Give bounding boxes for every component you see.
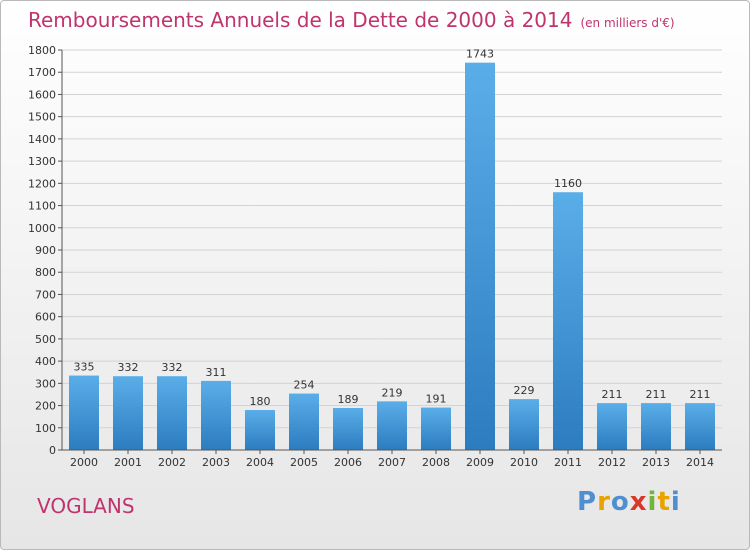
- y-tick-label: 200: [35, 400, 56, 413]
- x-tick-label: 2014: [686, 456, 714, 469]
- x-tick-label: 2006: [334, 456, 362, 469]
- bar-value-label: 229: [514, 384, 535, 397]
- x-tick-label: 2003: [202, 456, 230, 469]
- commune-name: VOGLANS: [37, 494, 135, 518]
- x-tick-label: 2004: [246, 456, 274, 469]
- bar: [69, 375, 99, 450]
- bar-value-label: 211: [646, 388, 667, 401]
- logo-letter: t: [657, 487, 671, 517]
- y-tick-label: 1800: [28, 44, 56, 57]
- bar-value-label: 332: [162, 361, 183, 374]
- bar: [157, 376, 187, 450]
- bar: [465, 62, 495, 451]
- y-tick-label: 400: [35, 355, 56, 368]
- bar-value-label: 189: [338, 393, 359, 406]
- bar-value-label: 211: [690, 388, 711, 401]
- x-tick-label: 2000: [70, 456, 98, 469]
- bar: [245, 410, 275, 450]
- chart-title-text: Remboursements Annuels de la Dette de 20…: [28, 8, 573, 32]
- y-tick-label: 1500: [28, 111, 56, 124]
- x-tick-label: 2011: [554, 456, 582, 469]
- bar: [289, 393, 319, 450]
- logo-letter: o: [610, 487, 630, 517]
- y-tick-label: 0: [49, 444, 56, 457]
- bar-value-label: 1743: [466, 48, 494, 61]
- bar: [113, 376, 143, 450]
- x-tick-label: 2005: [290, 456, 318, 469]
- x-tick-label: 2012: [598, 456, 626, 469]
- x-tick-label: 2013: [642, 456, 670, 469]
- x-tick-label: 2009: [466, 456, 494, 469]
- bar-value-label: 332: [118, 361, 139, 374]
- bar-value-label: 311: [206, 366, 227, 379]
- bar-value-label: 191: [426, 393, 447, 406]
- logo-letter: i: [647, 487, 658, 517]
- bar-value-label: 180: [250, 395, 271, 408]
- bar: [597, 403, 627, 450]
- y-tick-label: 800: [35, 266, 56, 279]
- x-tick-label: 2008: [422, 456, 450, 469]
- bar-value-label: 211: [602, 388, 623, 401]
- bar: [333, 408, 363, 450]
- y-tick-label: 300: [35, 377, 56, 390]
- chart-title: Remboursements Annuels de la Dette de 20…: [28, 8, 675, 32]
- logo-letter: P: [577, 487, 598, 517]
- bar: [421, 407, 451, 450]
- bar: [201, 380, 231, 450]
- x-tick-label: 2010: [510, 456, 538, 469]
- bar-value-label: 254: [294, 379, 315, 392]
- y-tick-label: 1400: [28, 133, 56, 146]
- proxiti-logo: Proxiti: [577, 487, 681, 517]
- unit-note: (en milliers d'€): [580, 16, 675, 30]
- logo-letter: r: [597, 487, 611, 517]
- y-tick-label: 1300: [28, 155, 56, 168]
- bar: [685, 403, 715, 450]
- y-tick-label: 900: [35, 244, 56, 257]
- bar: [553, 192, 583, 450]
- y-tick-label: 1100: [28, 200, 56, 213]
- y-tick-label: 500: [35, 333, 56, 346]
- bar: [641, 403, 671, 450]
- bar: [377, 401, 407, 450]
- logo-letter: x: [629, 487, 648, 517]
- x-tick-label: 2002: [158, 456, 186, 469]
- bar-value-label: 335: [74, 361, 95, 374]
- y-tick-label: 1600: [28, 88, 56, 101]
- x-tick-label: 2001: [114, 456, 142, 469]
- y-tick-label: 100: [35, 422, 56, 435]
- y-tick-label: 600: [35, 311, 56, 324]
- y-tick-label: 1700: [28, 66, 56, 79]
- x-tick-label: 2007: [378, 456, 406, 469]
- y-tick-label: 1000: [28, 222, 56, 235]
- bar-value-label: 219: [382, 386, 403, 399]
- bar-value-label: 1160: [554, 177, 582, 190]
- y-tick-label: 1200: [28, 177, 56, 190]
- bar: [509, 399, 539, 450]
- logo-letter: i: [670, 487, 681, 517]
- y-tick-label: 700: [35, 288, 56, 301]
